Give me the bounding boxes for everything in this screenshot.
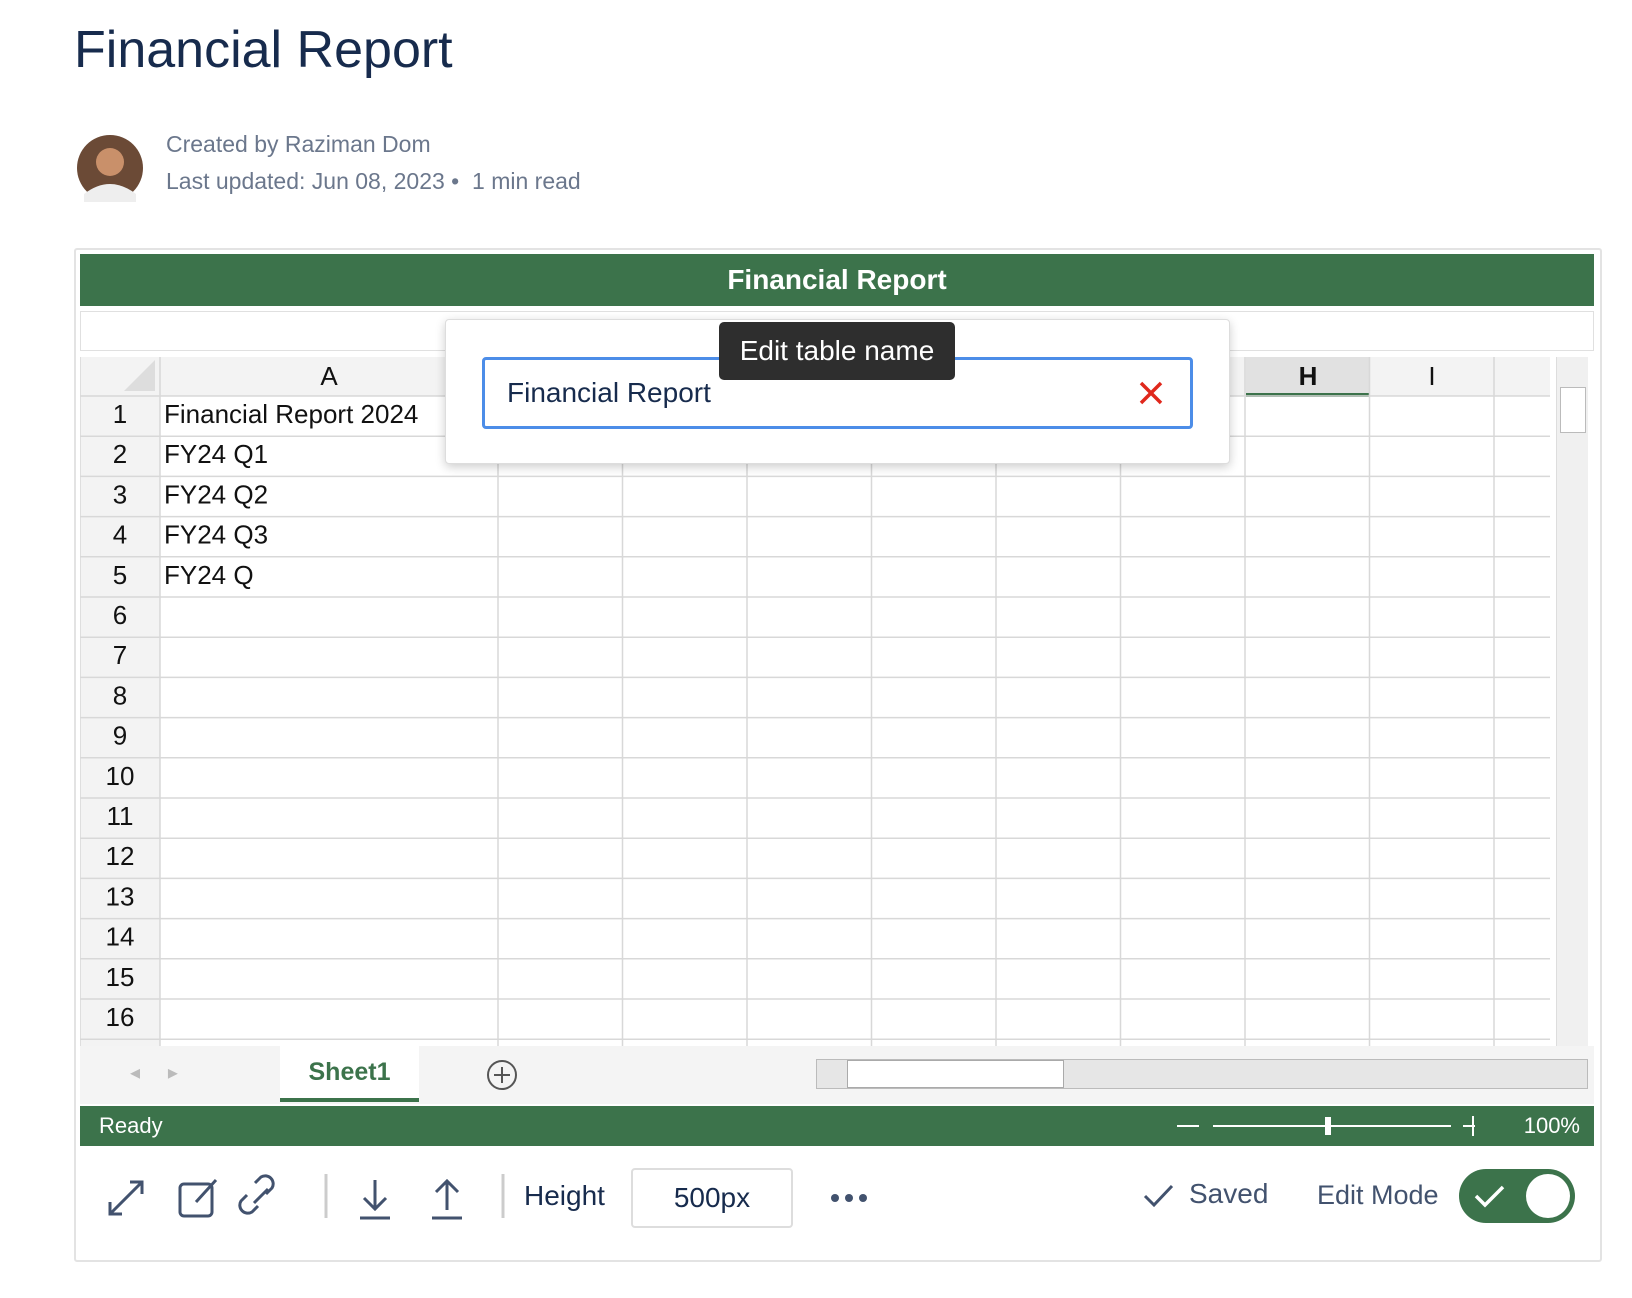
sheet-title-bar: Financial Report <box>80 254 1594 306</box>
row-number: 1 <box>113 399 127 429</box>
row-number: 13 <box>106 881 135 911</box>
row-number: 7 <box>113 640 127 670</box>
input-text: Financial Report <box>507 377 711 408</box>
avatar <box>77 135 143 202</box>
height-input[interactable]: 500px <box>631 1168 793 1228</box>
cell: FY24 Q3 <box>164 520 268 550</box>
last-updated: Last updated: Jun 08, 2023 <box>166 168 445 194</box>
height-label: Height <box>524 1180 605 1211</box>
sheet-tab[interactable]: Sheet1 <box>280 1046 419 1102</box>
row-number: 6 <box>113 600 127 630</box>
embed-frame <box>74 248 1602 1262</box>
scroll-thumb[interactable] <box>847 1060 1064 1088</box>
column-header: H <box>1299 361 1318 391</box>
column-header: I <box>1428 361 1435 391</box>
horizontal-scrollbar[interactable] <box>816 1059 1588 1089</box>
row-number: 14 <box>106 922 135 952</box>
row-number: 2 <box>113 439 127 469</box>
row-number: 12 <box>106 841 135 871</box>
status: Ready <box>99 1113 163 1138</box>
zoom-slider[interactable] <box>1175 1114 1475 1138</box>
vertical-scrollbar[interactable] <box>1556 357 1588 1047</box>
row-number: 8 <box>113 680 127 710</box>
add-sheet[interactable] <box>486 1059 518 1091</box>
tab-nav[interactable]: ◂ ▸ <box>130 1062 178 1084</box>
tab-bar: ◂ ▸ Sheet1 <box>80 1046 1594 1104</box>
page-title: Financial Report <box>74 21 453 79</box>
row-number: 16 <box>106 1002 135 1032</box>
row-number: 11 <box>107 801 134 831</box>
row-number: 9 <box>113 721 127 751</box>
cell: FY24 Q2 <box>164 479 268 509</box>
cell: FY24 Q1 <box>164 439 268 469</box>
created-by: Created by Raziman Dom <box>166 131 431 157</box>
row-number: 3 <box>113 479 127 509</box>
zoom: 100% <box>1523 1113 1580 1138</box>
edit-mode-toggle[interactable] <box>1459 1169 1575 1223</box>
toolbar-icons <box>108 1174 867 1220</box>
cell: FY24 Q <box>164 560 254 590</box>
saved-status: Saved <box>1189 1178 1269 1209</box>
column-header: A <box>320 361 338 391</box>
scroll-thumb[interactable] <box>1560 387 1586 433</box>
clear-button[interactable] <box>1138 380 1164 406</box>
row-number: 15 <box>106 962 135 992</box>
read-time: 1 min read <box>472 168 581 194</box>
row-number: 10 <box>106 761 135 791</box>
meta-line: Last updated: Jun 08, 2023 • 1 min read <box>166 168 581 194</box>
row-number: 4 <box>113 520 127 550</box>
saved-icon <box>1143 1184 1174 1208</box>
cell: Financial Report 2024 <box>164 399 418 429</box>
edit-mode-label: Edit Mode <box>1317 1180 1439 1210</box>
row-number: 5 <box>113 560 127 590</box>
tooltip: Edit table name <box>719 322 955 380</box>
status-bar: Ready 100% <box>80 1106 1594 1146</box>
